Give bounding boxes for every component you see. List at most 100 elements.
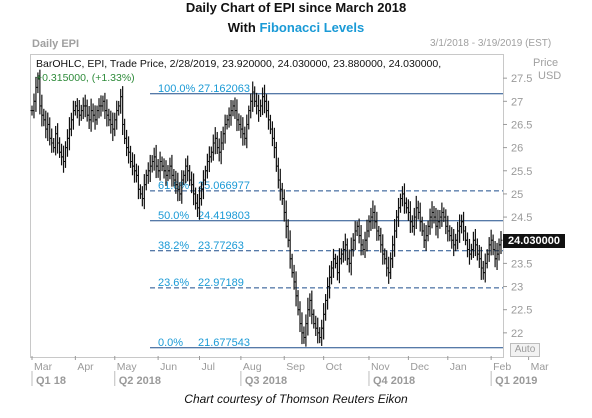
x-month-label: Apr xyxy=(77,361,94,373)
ohlc-bars-layer xyxy=(30,69,503,347)
ohlc-bar xyxy=(109,110,113,134)
ohlc-bar xyxy=(361,239,365,256)
ohlc-bar xyxy=(280,182,284,205)
ohlc-bar xyxy=(308,293,312,317)
ohlc-bar xyxy=(103,92,107,120)
ohlc-bar xyxy=(58,137,62,158)
ohlc-bar xyxy=(71,100,75,130)
ohlc-bar xyxy=(247,105,251,130)
ohlc-bar xyxy=(296,290,300,316)
fib-level-value: 25.066977 xyxy=(198,180,250,192)
y-tick-label: 25.5 xyxy=(511,166,532,178)
ohlc-bar xyxy=(282,189,286,222)
ohlc-bar xyxy=(95,105,99,125)
ohlc-bar xyxy=(365,219,369,252)
x-month-label: Jan xyxy=(450,361,467,373)
ohlc-bar xyxy=(290,253,294,278)
ohlc-bar xyxy=(52,137,56,153)
ohlc-bar xyxy=(377,225,381,241)
ohlc-bar xyxy=(292,264,296,290)
title-line-2: With Fibonacci Levels xyxy=(0,20,592,35)
ohlc-bar xyxy=(375,211,379,241)
ohlc-bar xyxy=(326,277,330,310)
title-line-2-accent: Fibonacci Levels xyxy=(259,20,365,35)
ohlc-bar xyxy=(420,216,424,236)
x-month-label: Oct xyxy=(326,361,342,373)
ohlc-bar xyxy=(416,200,420,220)
y-tick-label: 23.5 xyxy=(511,258,532,270)
ohlc-bar xyxy=(422,223,426,249)
ohlc-bar xyxy=(371,200,375,230)
last-price-value: 24.030000 xyxy=(508,235,560,247)
ohlc-bar xyxy=(48,117,52,146)
ohlc-bar xyxy=(335,255,339,281)
ohlc-bar xyxy=(408,201,412,233)
ohlc-bar xyxy=(410,215,414,233)
ohlc-bar xyxy=(142,174,146,210)
fibonacci-layer: 100.0%27.16206361.8%25.06697750.0%24.419… xyxy=(150,83,503,349)
x-month-label: Mar xyxy=(34,361,53,373)
ohlc-bar xyxy=(460,214,464,234)
ohlc-bar xyxy=(132,154,136,183)
ohlc-bar xyxy=(446,215,450,242)
ohlc-bar xyxy=(373,205,377,229)
ohlc-bar xyxy=(341,241,345,263)
ohlc-bar xyxy=(56,123,60,154)
ohlc-bar xyxy=(381,234,385,265)
ohlc-bar xyxy=(69,112,73,137)
ohlc-bar xyxy=(397,197,401,227)
ohlc-bar xyxy=(349,237,353,276)
auto-scale-button[interactable]: Auto xyxy=(510,343,540,357)
ohlc-bar xyxy=(412,207,416,236)
ohlc-bar xyxy=(268,114,272,135)
ohlc-bar xyxy=(46,112,50,142)
ohlc-bar xyxy=(249,93,253,119)
ohlc-bar xyxy=(316,317,320,344)
ohlc-bar xyxy=(270,121,274,147)
ohlc-bar xyxy=(121,86,125,136)
ohlc-bar xyxy=(450,227,454,249)
ohlc-bar xyxy=(97,98,101,119)
ohlc-bar xyxy=(288,230,292,269)
ohlc-bar xyxy=(298,301,302,333)
ohlc-bar xyxy=(54,125,58,156)
ohlc-bar xyxy=(328,265,332,299)
ohlc-bar xyxy=(73,100,77,116)
fib-level-percent: 0.0% xyxy=(158,337,183,349)
ohlc-bar xyxy=(400,186,404,207)
ohlc-bar xyxy=(481,260,485,280)
ohlc-bar xyxy=(243,126,247,146)
fib-level-value: 23.77263 xyxy=(198,240,244,252)
ohlc-bar xyxy=(186,155,190,182)
ohlc-bar xyxy=(274,141,278,172)
ohlc-bar xyxy=(219,131,223,165)
ohlc-bar xyxy=(367,215,371,238)
ohlc-bar xyxy=(146,162,150,184)
ohlc-bar xyxy=(89,98,93,132)
ohlc-bar xyxy=(495,242,499,271)
ohlc-bar xyxy=(300,312,304,345)
x-month-label: Aug xyxy=(243,361,262,373)
title-line-1: Daily Chart of EPI since March 2018 xyxy=(185,0,407,15)
ohlc-bar xyxy=(136,165,140,200)
ohlc-bar xyxy=(231,100,235,117)
ohlc-bar xyxy=(458,214,462,243)
ohlc-bar xyxy=(91,103,95,123)
ohlc-bar xyxy=(333,253,337,269)
ohlc-bar xyxy=(93,105,97,130)
ohlc-bar xyxy=(438,209,442,229)
ohlc-bar xyxy=(404,197,408,214)
ohlc-bar xyxy=(456,221,460,250)
ohlc-bar xyxy=(162,158,166,179)
ohlc-bar xyxy=(272,127,276,159)
ohlc-bar xyxy=(430,201,434,229)
y-tick-label: 27.5 xyxy=(511,73,532,85)
ohlc-bar xyxy=(477,244,481,268)
ohlc-bar xyxy=(385,250,389,277)
ohlc-bar xyxy=(353,221,357,251)
ohlc-bar xyxy=(107,108,111,127)
ohlc-bar xyxy=(499,231,503,255)
symbol-label: Daily EPI xyxy=(32,38,80,50)
ohlc-bar xyxy=(113,112,117,137)
x-month-label: Mar xyxy=(531,361,550,373)
